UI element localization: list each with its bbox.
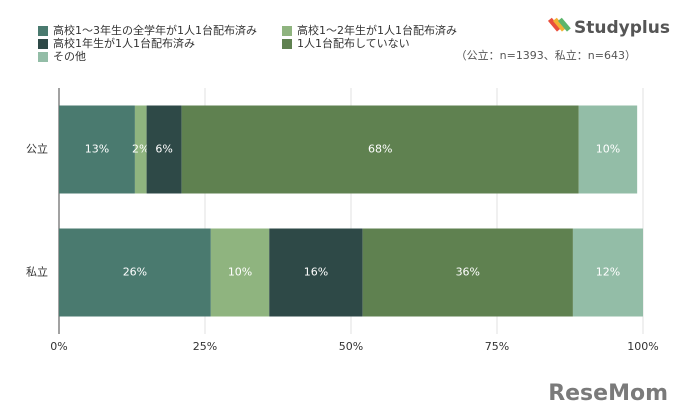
value-label: 26%	[123, 266, 147, 279]
bar-segment	[572, 228, 643, 317]
logo-stripe	[547, 17, 561, 32]
x-tick-label: 25%	[193, 340, 217, 353]
brand-name: Studyplus	[574, 18, 670, 38]
bar-segment	[59, 228, 211, 317]
y-tick-label: 公立	[26, 142, 48, 156]
value-label: 16%	[304, 266, 328, 279]
watermark: ReseMom	[548, 381, 668, 406]
x-tick-label: 0%	[50, 340, 67, 353]
legend-swatch	[38, 52, 48, 62]
bar-segment	[362, 228, 573, 317]
legend-swatch	[282, 39, 292, 49]
bar-segment	[146, 105, 182, 194]
legend-label: 1人1台配布していない	[297, 36, 410, 50]
value-label: 13%	[85, 143, 109, 156]
legend-swatch	[38, 26, 48, 36]
logo-stripe	[552, 17, 566, 32]
legend-label: 高校1〜3年生の全学年が1人1台配布済み	[53, 23, 257, 37]
bar-segment	[181, 105, 579, 194]
value-label: 2%	[132, 143, 149, 156]
x-tick-label: 100%	[627, 340, 658, 353]
value-label: 68%	[368, 143, 392, 156]
bar-segment	[210, 228, 270, 317]
legend-swatch	[282, 26, 292, 36]
x-tick-label: 50%	[339, 340, 363, 353]
brand-logo: Studyplus	[547, 17, 670, 38]
legend-swatch	[38, 39, 48, 49]
y-tick-label: 私立	[26, 265, 48, 279]
bar-segment	[134, 105, 147, 194]
bar-segment	[59, 105, 135, 194]
value-label: 12%	[596, 266, 620, 279]
legend-label: 高校1年生が1人1台配布済み	[53, 36, 195, 50]
bar-segment	[269, 228, 363, 317]
sample-note: （公立：n=1393、私立：n=643）	[456, 48, 636, 62]
x-tick-label: 75%	[485, 340, 509, 353]
logo-stripe	[557, 17, 571, 32]
legend-label: その他	[53, 50, 86, 63]
bar-segment	[578, 105, 638, 194]
value-label: 10%	[596, 143, 620, 156]
value-label: 6%	[155, 143, 172, 156]
value-label: 10%	[228, 266, 252, 279]
legend-label: 高校1〜2年生が1人1台配布済み	[297, 23, 457, 37]
value-label: 36%	[456, 266, 480, 279]
